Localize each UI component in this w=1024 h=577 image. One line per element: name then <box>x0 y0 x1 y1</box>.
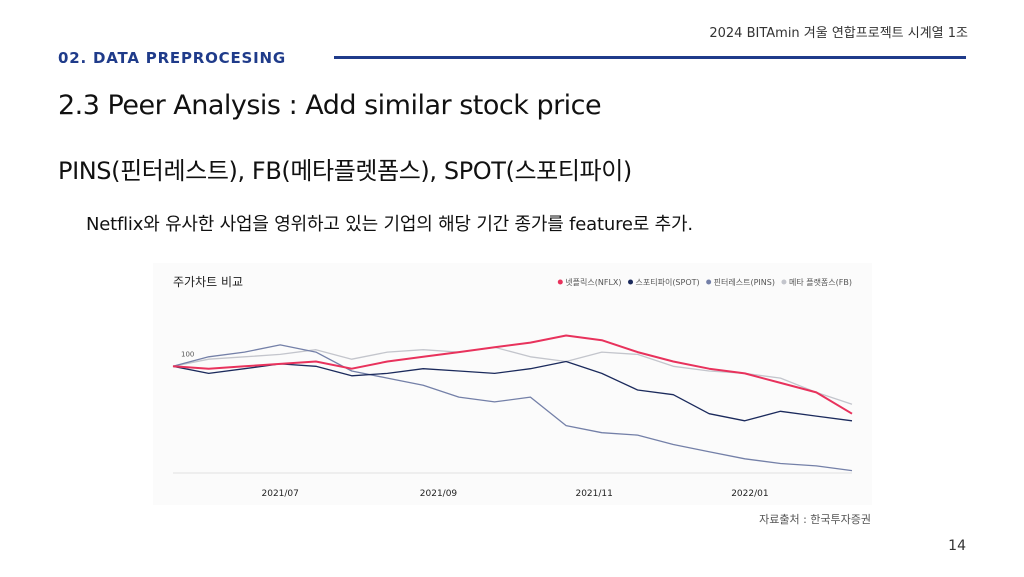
project-label: 2024 BITAmin 겨울 연합프로젝트 시계열 1조 <box>709 26 968 41</box>
legend-label-PINS: 핀터레스트(PINS) <box>714 278 775 287</box>
x-tick-label-2: 2021/11 <box>575 489 612 499</box>
legend-dot-SPOT <box>628 279 634 285</box>
x-tick-label-3: 2022/01 <box>731 489 768 499</box>
chart-title: 주가차트 비교 <box>173 275 243 289</box>
stock-chart: 주가차트 비교 메타 플랫폼스(FB) 핀터레스트(PINS) 스포티파이(SPOT)… <box>153 263 872 505</box>
series-line-PINS <box>172 344 853 472</box>
section-label: 02. DATA PREPROCESING <box>58 49 286 67</box>
series-line-SPOT <box>172 360 853 422</box>
x-tick-label-0: 2021/07 <box>262 489 299 499</box>
section-rule <box>334 56 966 59</box>
series-line-NFLX <box>172 334 853 415</box>
legend-label-NFLX: 넷플릭스(NFLX) <box>565 277 621 287</box>
legend-label-SPOT: 스포티파이(SPOT) <box>636 277 700 287</box>
legend-dot-PINS <box>706 279 712 285</box>
slide-subtitle: PINS(핀터레스트), FB(메타플렛폼스), SPOT(스포티파이) <box>58 157 632 185</box>
legend-dot-NFLX <box>557 279 563 285</box>
source-note: 자료출처 : 한국투자증권 <box>759 513 871 526</box>
y-reference-label: 100 <box>181 350 194 358</box>
legend-dot-FB <box>781 279 787 285</box>
page-number: 14 <box>948 538 966 554</box>
chart-svg: 주가차트 비교 메타 플랫폼스(FB) 핀터레스트(PINS) 스포티파이(SPOT)… <box>172 275 853 499</box>
x-tick-label-1: 2021/09 <box>420 489 458 499</box>
legend-label-FB: 메타 플랫폼스(FB) <box>789 277 852 287</box>
slide-title: 2.3 Peer Analysis : Add similar stock pr… <box>58 90 602 121</box>
slide-description: Netflix와 유사한 사업을 영위하고 있는 기업의 해당 기간 종가를 f… <box>86 214 693 235</box>
